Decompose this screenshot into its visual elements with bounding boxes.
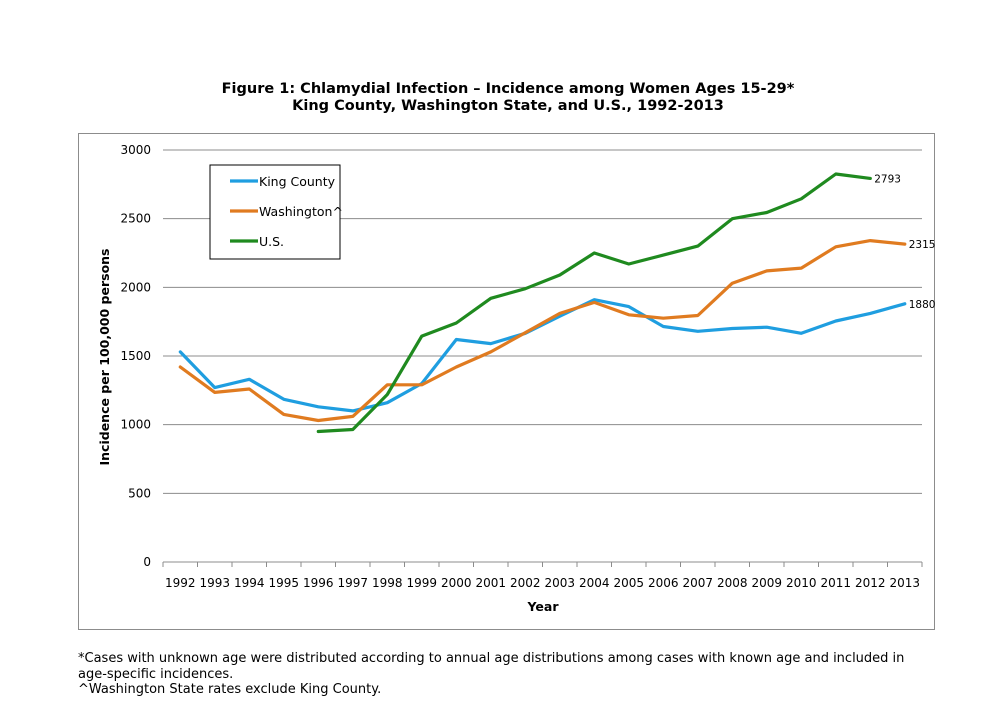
chart-title: Figure 1: Chlamydial Infection – Inciden… — [0, 81, 1004, 115]
chart-title-line2: King County, Washington State, and U.S.,… — [292, 98, 724, 114]
series-line-1 — [178, 239, 907, 423]
footnotes: *Cases with unknown age were distributed… — [78, 651, 958, 698]
x-tick-label: 2007 — [682, 576, 713, 590]
end-value-label: 2315 — [909, 239, 936, 251]
x-tick-label: 2001 — [475, 576, 506, 590]
x-tick-label: 1994 — [234, 576, 265, 590]
y-tick-label: 0 — [143, 555, 151, 569]
x-tick-label: 2000 — [441, 576, 472, 590]
y-tick-label: 1500 — [120, 349, 151, 363]
legend-label: U.S. — [259, 234, 284, 249]
x-tick-label: 2009 — [751, 576, 782, 590]
footnote-3: ^Washington State rates exclude King Cou… — [78, 682, 382, 697]
x-tick-label: 1998 — [372, 576, 403, 590]
axes: 0 500 1000 1500 2000 2500 3000 1992 1993 1994 1995… — [120, 143, 923, 590]
end-value-label: 2793 — [874, 173, 901, 185]
x-tick-label: 1996 — [303, 576, 334, 590]
x-tick-label: 2005 — [613, 576, 644, 590]
x-tick-label: 2006 — [648, 576, 679, 590]
end-value-label: 1880 — [909, 299, 936, 311]
y-tick-label: 3000 — [120, 143, 151, 157]
legend-label: King County — [259, 174, 336, 189]
chart-title-line1: Figure 1: Chlamydial Infection – Inciden… — [221, 81, 795, 97]
x-tick-label: 2011 — [820, 576, 851, 590]
x-tick-label: 1993 — [199, 576, 230, 590]
x-tick-label: 1995 — [268, 576, 299, 590]
y-tick-label: 1000 — [120, 418, 151, 432]
y-tick-label: 500 — [128, 486, 151, 500]
x-tick-label: 2003 — [544, 576, 575, 590]
x-tick-label: 1999 — [406, 576, 437, 590]
legend-label: Washington^ — [259, 204, 343, 219]
x-tick-label: 1992 — [165, 576, 196, 590]
y-tick-label: 2000 — [120, 280, 151, 294]
y-axis-title: Incidence per 100,000 persons — [97, 249, 112, 466]
x-tick-label: 2013 — [889, 576, 920, 590]
legend: King County Washington^ U.S. — [209, 164, 343, 260]
x-tick-label: 2002 — [510, 576, 541, 590]
series-line-0 — [178, 298, 907, 413]
x-tick-label: 2010 — [786, 576, 817, 590]
y-tick-label: 2500 — [120, 212, 151, 226]
series-lines — [178, 172, 907, 434]
chart-frame — [78, 133, 935, 630]
footnote-1: *Cases with unknown age were distributed… — [78, 651, 905, 666]
x-tick-label: 2008 — [717, 576, 748, 590]
footnote-2: age-specific incidences. — [78, 666, 234, 682]
series-line-2 — [316, 172, 872, 434]
x-tick-label: 2004 — [579, 576, 610, 590]
x-tick-label: 1997 — [337, 576, 368, 590]
x-axis-title: Year — [527, 599, 560, 614]
x-tick-label: 2012 — [855, 576, 886, 590]
data-labels: 2793 2315 1880 — [874, 173, 935, 310]
